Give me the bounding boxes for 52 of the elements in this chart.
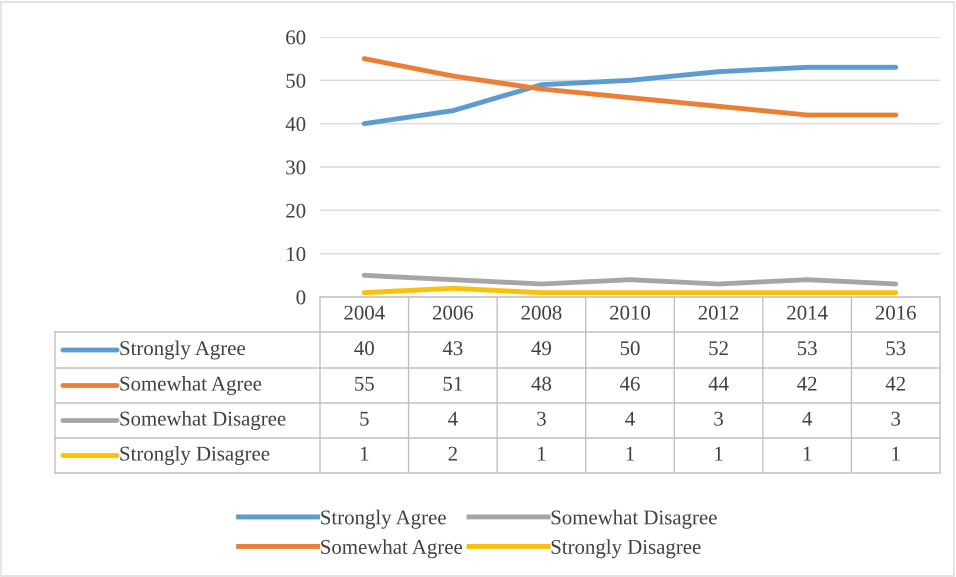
data-label: 52: [709, 341, 728, 356]
line-series: [362, 56, 898, 118]
data-label: 1: [360, 446, 368, 461]
data-label: 4: [448, 412, 458, 426]
data-label: 3: [892, 412, 900, 426]
text: Strongly Agree: [321, 510, 446, 529]
y-tick-label: 60: [286, 30, 306, 44]
y-tick-label: 40: [286, 117, 306, 132]
data-label: 50: [620, 341, 640, 356]
legend-label: Strongly Agree: [120, 340, 245, 360]
data-label: 53: [798, 341, 817, 356]
text: Somewhat Disagree: [552, 510, 717, 529]
x-tick-label: 2010: [610, 306, 650, 320]
x-tick-label: 2008: [522, 306, 562, 320]
legend-label: Somewhat Disagree: [120, 411, 286, 430]
data-label: 1: [715, 446, 723, 461]
text: Strongly Disagree: [552, 539, 701, 558]
data-label: 1: [804, 446, 812, 461]
x-tick-label: 2014: [787, 306, 828, 320]
data-label: 4: [802, 412, 812, 426]
data-label: 44: [708, 376, 729, 391]
text: Somewhat Agree: [321, 539, 462, 558]
x-tick-label: 2012: [698, 306, 738, 320]
line-series: [362, 64, 898, 126]
y-tick-label: 10: [287, 247, 306, 262]
data-label: 1: [626, 446, 634, 461]
y-tick-label: 50: [286, 74, 306, 88]
data-label: 48: [531, 376, 552, 391]
data-label: 42: [797, 376, 816, 391]
data-label: 1: [538, 446, 546, 461]
data-label: 51: [444, 376, 462, 391]
data-label: 5: [360, 412, 369, 426]
data-label: 55: [355, 376, 374, 391]
legend-label: Strongly Disagree: [120, 446, 270, 465]
legend-label: Somewhat Agree: [120, 376, 262, 395]
y-tick-label: 0: [296, 290, 306, 304]
x-tick-label: 2006: [432, 306, 474, 320]
data-label: 4: [625, 412, 635, 426]
data-label: 3: [714, 412, 723, 426]
y-tick-label: 20: [286, 204, 306, 218]
data-label: 49: [531, 341, 551, 356]
data-label: 46: [620, 376, 640, 391]
data-label: 1: [892, 446, 900, 461]
x-tick-label: 2004: [344, 306, 385, 320]
data-label: 2: [448, 446, 457, 461]
data-label: 42: [886, 376, 905, 391]
data-label: 53: [886, 341, 906, 356]
data-label: 40: [354, 341, 374, 356]
data-label: 3: [537, 412, 546, 426]
x-tick-label: 2016: [876, 306, 916, 320]
y-tick-label: 30: [286, 160, 306, 174]
data-label: 43: [442, 341, 462, 356]
